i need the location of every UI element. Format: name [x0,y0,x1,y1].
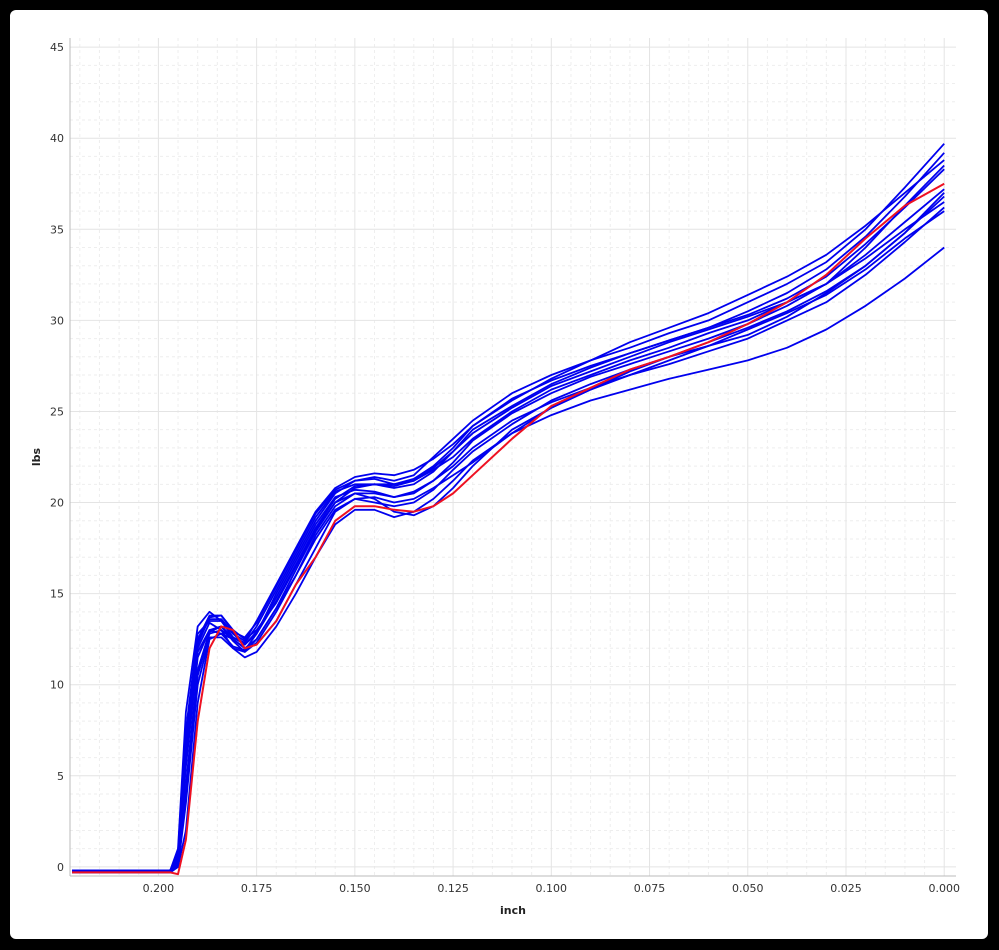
series-line-blue [72,195,945,874]
x-axis-title: inch [500,904,526,917]
y-tick-label: 10 [50,679,64,692]
x-tick-label: 0.150 [339,882,371,895]
x-tick-label: 0.100 [536,882,568,895]
x-tick-label: 0.125 [437,882,469,895]
x-tick-label: 0.050 [732,882,764,895]
x-tick-label: 0.175 [241,882,273,895]
x-tick-label: 0.000 [928,882,960,895]
y-tick-label: 35 [50,223,64,236]
series-line-red [72,182,945,876]
x-tick-label: 0.075 [634,882,666,895]
y-tick-label: 40 [50,132,64,145]
y-tick-label: 25 [50,405,64,418]
x-tick-label: 0.025 [830,882,862,895]
line-chart: 0 5 10 15 20 25 30 35 40 45 0.200 0.175 0.150 0.125 0.… [30,38,960,917]
y-tick-label: 45 [50,41,64,54]
series-line-blue [72,143,945,872]
series-line-blue [72,168,945,874]
y-tick-label: 15 [50,588,64,601]
chart-panel: 0 5 10 15 20 25 30 35 40 45 0.200 0.175 0.150 0.125 0.… [10,10,988,939]
axes: 0 5 10 15 20 25 30 35 40 45 0.200 0.175 0.150 0.125 0.… [50,38,960,895]
y-tick-label: 20 [50,497,64,510]
series-line-blue [72,164,945,874]
y-tick-label: 5 [57,770,64,783]
grid [70,38,956,876]
series-line-blue [72,192,945,874]
x-tick-label: 0.200 [143,882,175,895]
series-line-blue [72,159,945,872]
y-axis-title: lbs [30,447,43,466]
y-tick-label: 0 [57,861,64,874]
series-line-blue [72,246,945,874]
series-line-blue [72,201,945,874]
series-line-blue [72,152,945,872]
y-tick-label: 30 [50,314,64,327]
series-line-blue [72,210,945,872]
series-line-blue [72,188,945,872]
series-layer [72,143,945,876]
